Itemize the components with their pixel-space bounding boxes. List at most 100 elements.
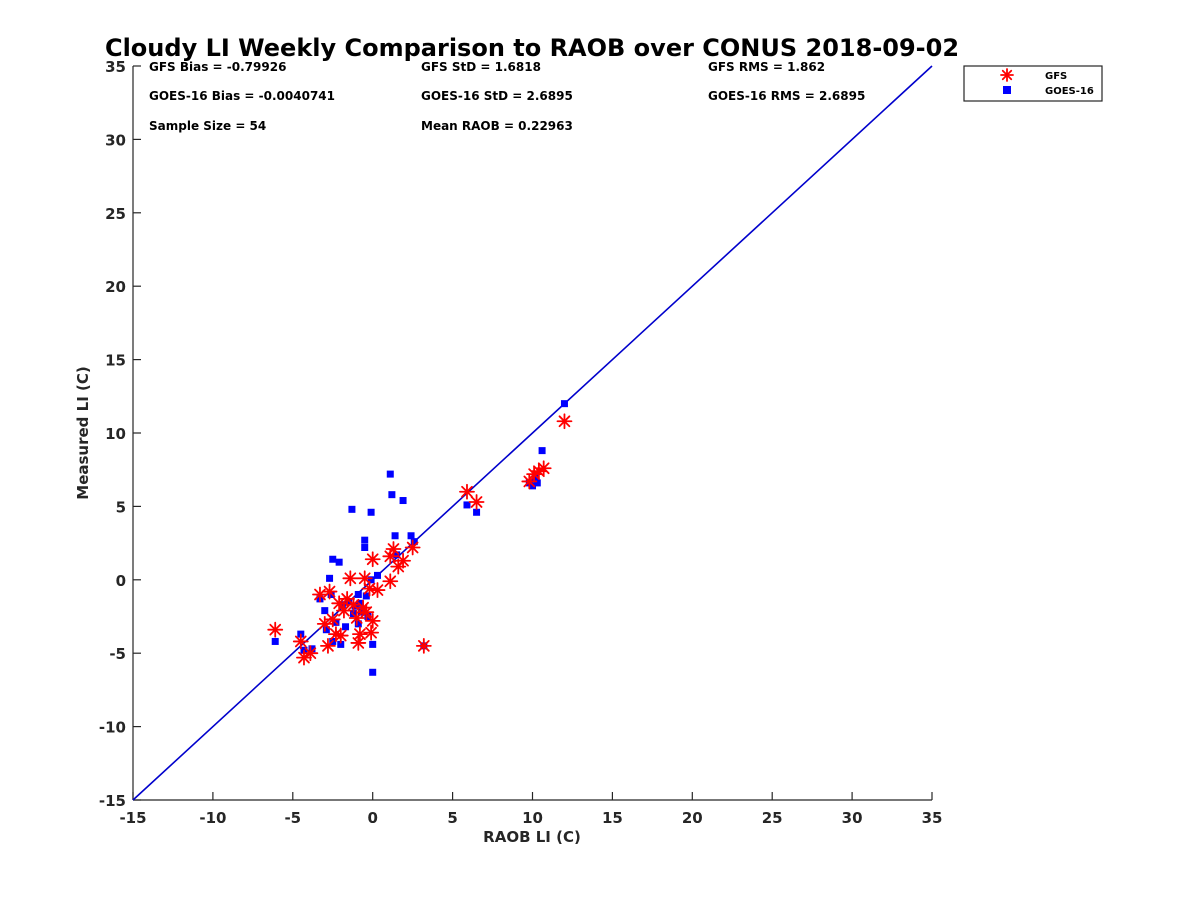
x-tick-label: 10 [522,809,543,827]
goes-16-point [308,645,316,653]
gfs-point [320,637,336,654]
y-tick-label: 15 [105,352,126,370]
gfs-point [312,586,328,603]
y-tick-label: 5 [116,498,126,516]
goes-16-point [386,470,394,478]
y-tick-label: 30 [105,131,126,149]
goes-16-point [361,536,369,544]
goes-16-point [388,491,396,499]
gfs-point [352,626,368,643]
stat-gfs-rms: GFS RMS = 1.862 [708,60,825,74]
goes-16-point [329,555,337,563]
x-tick-label: -5 [284,809,301,827]
y-tick-label: -15 [99,792,126,810]
gfs-point [356,570,373,587]
gfs-point [468,494,485,510]
stat-goes-bias: GOES-16 Bias = -0.0040741 [149,89,335,103]
gfs-point [363,624,380,641]
goes-16-point [369,668,377,676]
x-tick-label: 20 [682,809,703,827]
gfs-point [556,413,573,430]
goes-16-point [393,551,401,559]
x-tick-label: 15 [602,809,623,827]
goes-16-point [361,544,369,552]
goes-16-point [337,640,345,648]
gfs-point [302,645,319,662]
goes-16-point [345,598,353,606]
stat-goes-rms: GOES-16 RMS = 2.6895 [708,89,865,103]
goes-16-point [354,590,362,598]
goes-16-point [369,640,377,648]
gfs-point [415,637,432,654]
gfs-point [336,602,352,619]
goes-16-point [399,497,407,505]
x-tick-label: 30 [842,809,863,827]
gfs-point [364,613,381,629]
y-tick-label: 20 [105,278,126,296]
goes-16-point [410,538,418,546]
goes-16-point [533,479,541,487]
x-tick-label: -10 [199,809,226,827]
x-tick-label: -15 [119,809,146,827]
stat-sample-size: Sample Size = 54 [149,119,266,133]
goes-16-point [348,505,356,513]
goes-16-point [327,590,335,598]
y-tick-label: 35 [105,58,126,76]
gfs-point [390,558,407,575]
stat-mean-raob: Mean RAOB = 0.22963 [421,119,573,133]
goes-16-point [560,400,568,408]
legend-goes-16-marker [1003,86,1011,94]
x-tick-label: 5 [447,809,457,827]
gfs-point [358,604,375,620]
y-axis-label: Measured LI (C) [74,366,92,499]
goes-16-point [326,574,334,582]
goes-16-point [354,620,362,628]
gfs-point [364,551,381,568]
y-tick-label: -5 [109,645,126,663]
gfs-point [459,483,475,500]
goes-16-point [338,601,346,609]
gfs-point [535,460,552,477]
x-axis-ticks: -15 -10 -5 0 5 10 15 20 25 30 35 [119,792,942,827]
goes-16-point [532,475,540,483]
x-tick-label: 35 [922,809,943,827]
goes-16-point [271,637,279,645]
goes-16-point [335,558,343,566]
stat-gfs-std: GFS StD = 1.6818 [421,60,541,74]
gfs-point [369,582,386,598]
goes-16-point [367,508,375,516]
series-gfs [267,413,573,666]
y-tick-label: 0 [116,572,126,590]
gfs-point [342,570,359,587]
goes-16-point [473,508,481,516]
gfs-point [404,539,421,556]
one-to-one-line [132,65,933,801]
legend-gfs-label: GFS [1045,71,1067,82]
gfs-point [348,610,365,626]
y-axis-ticks: -15 -10 -5 0 5 10 15 20 25 30 35 [99,58,141,810]
legend-box [963,65,1103,102]
goes-16-point [391,532,399,540]
x-axis-label: RAOB LI (C) [483,828,581,846]
x-tick-label: 0 [367,809,377,827]
gfs-point [395,552,411,569]
y-tick-label: 10 [105,425,126,443]
stat-gfs-bias: GFS Bias = -0.79926 [149,60,286,74]
goes-16-point [342,623,350,631]
chart-title: Cloudy LI Weekly Comparison to RAOB over… [105,34,959,62]
x-tick-label: 25 [762,809,783,827]
gfs-point [321,583,338,600]
gfs-point [385,541,402,557]
y-tick-label: -10 [99,719,126,737]
gfs-point [345,596,362,613]
gfs-point [292,633,309,650]
y-tick-label: 25 [105,205,126,223]
gfs-point [382,573,399,590]
goes-16-point [538,447,546,455]
gfs-point [332,627,349,644]
goes-16-point [321,607,329,615]
stat-goes-std: GOES-16 StD = 2.6895 [421,89,573,103]
gfs-point [324,611,341,628]
goes-16-point [407,532,415,540]
